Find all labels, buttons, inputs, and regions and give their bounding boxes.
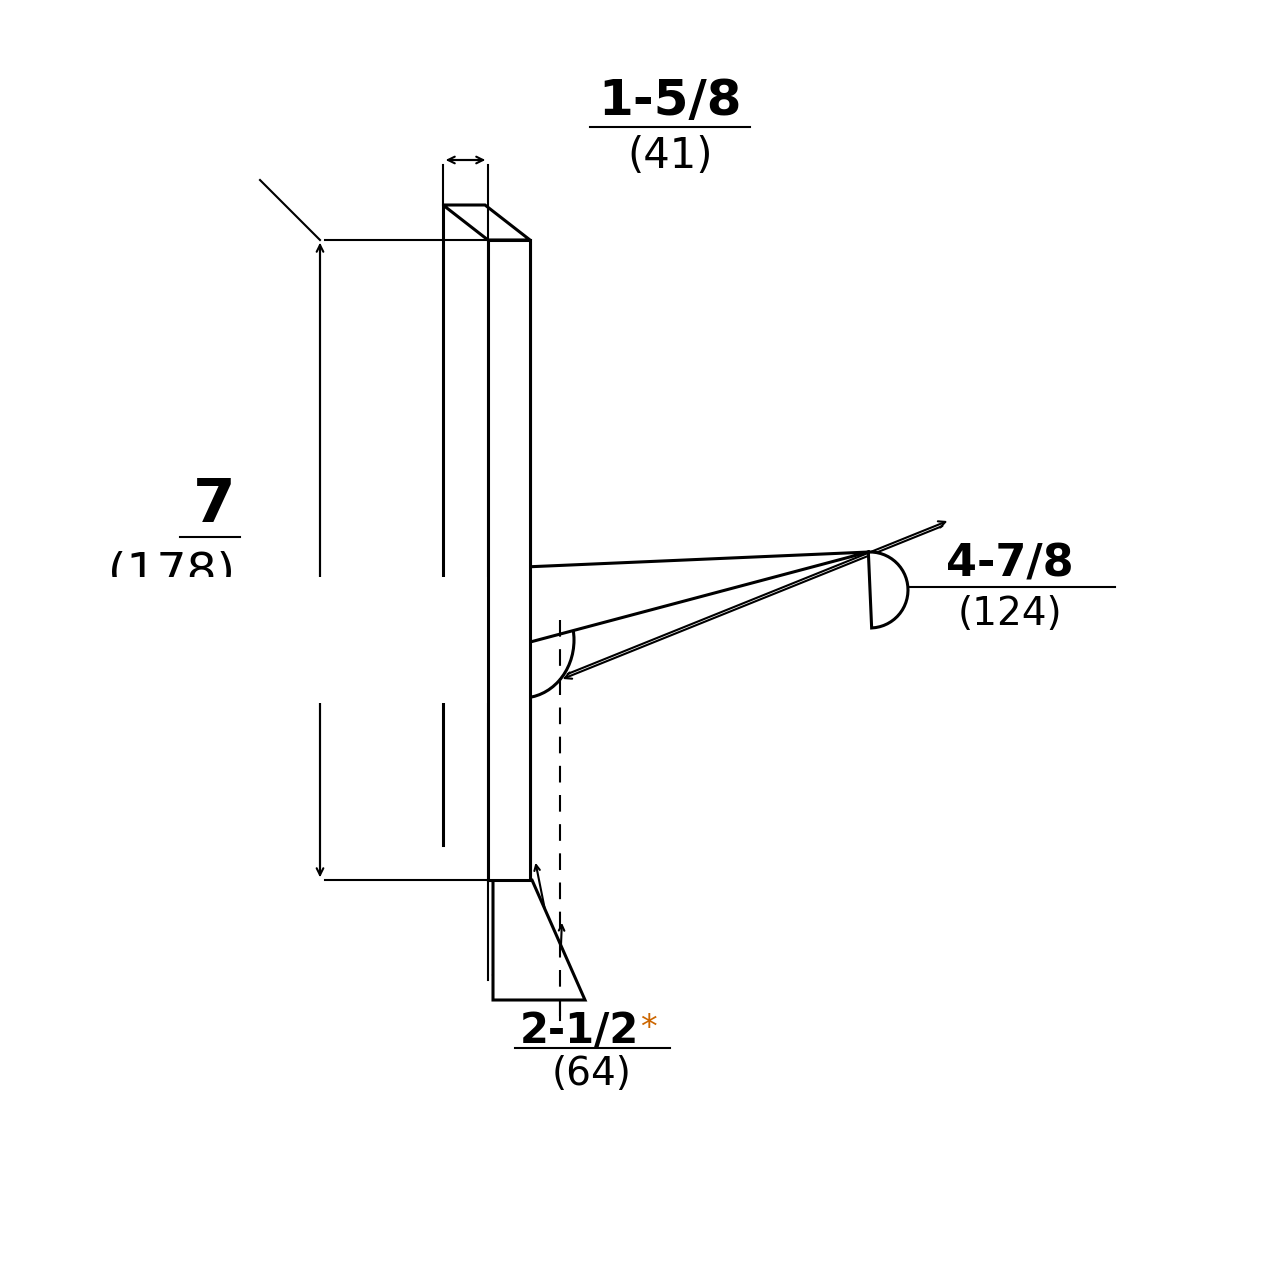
Polygon shape	[488, 241, 530, 881]
Polygon shape	[488, 241, 530, 881]
Text: (64): (64)	[552, 1055, 632, 1093]
Text: 2-1/2: 2-1/2	[520, 1010, 639, 1052]
Text: 1-5/8: 1-5/8	[598, 77, 741, 125]
Text: *: *	[640, 1012, 657, 1044]
Text: (124): (124)	[957, 595, 1062, 634]
Polygon shape	[524, 552, 908, 643]
Text: (178): (178)	[108, 550, 236, 595]
Text: (41): (41)	[627, 134, 713, 177]
Text: 7: 7	[192, 476, 236, 535]
Text: 4-7/8: 4-7/8	[946, 541, 1074, 585]
Polygon shape	[443, 205, 530, 241]
Bar	[0, 577, 532, 703]
Polygon shape	[493, 881, 585, 1000]
Ellipse shape	[470, 582, 573, 698]
